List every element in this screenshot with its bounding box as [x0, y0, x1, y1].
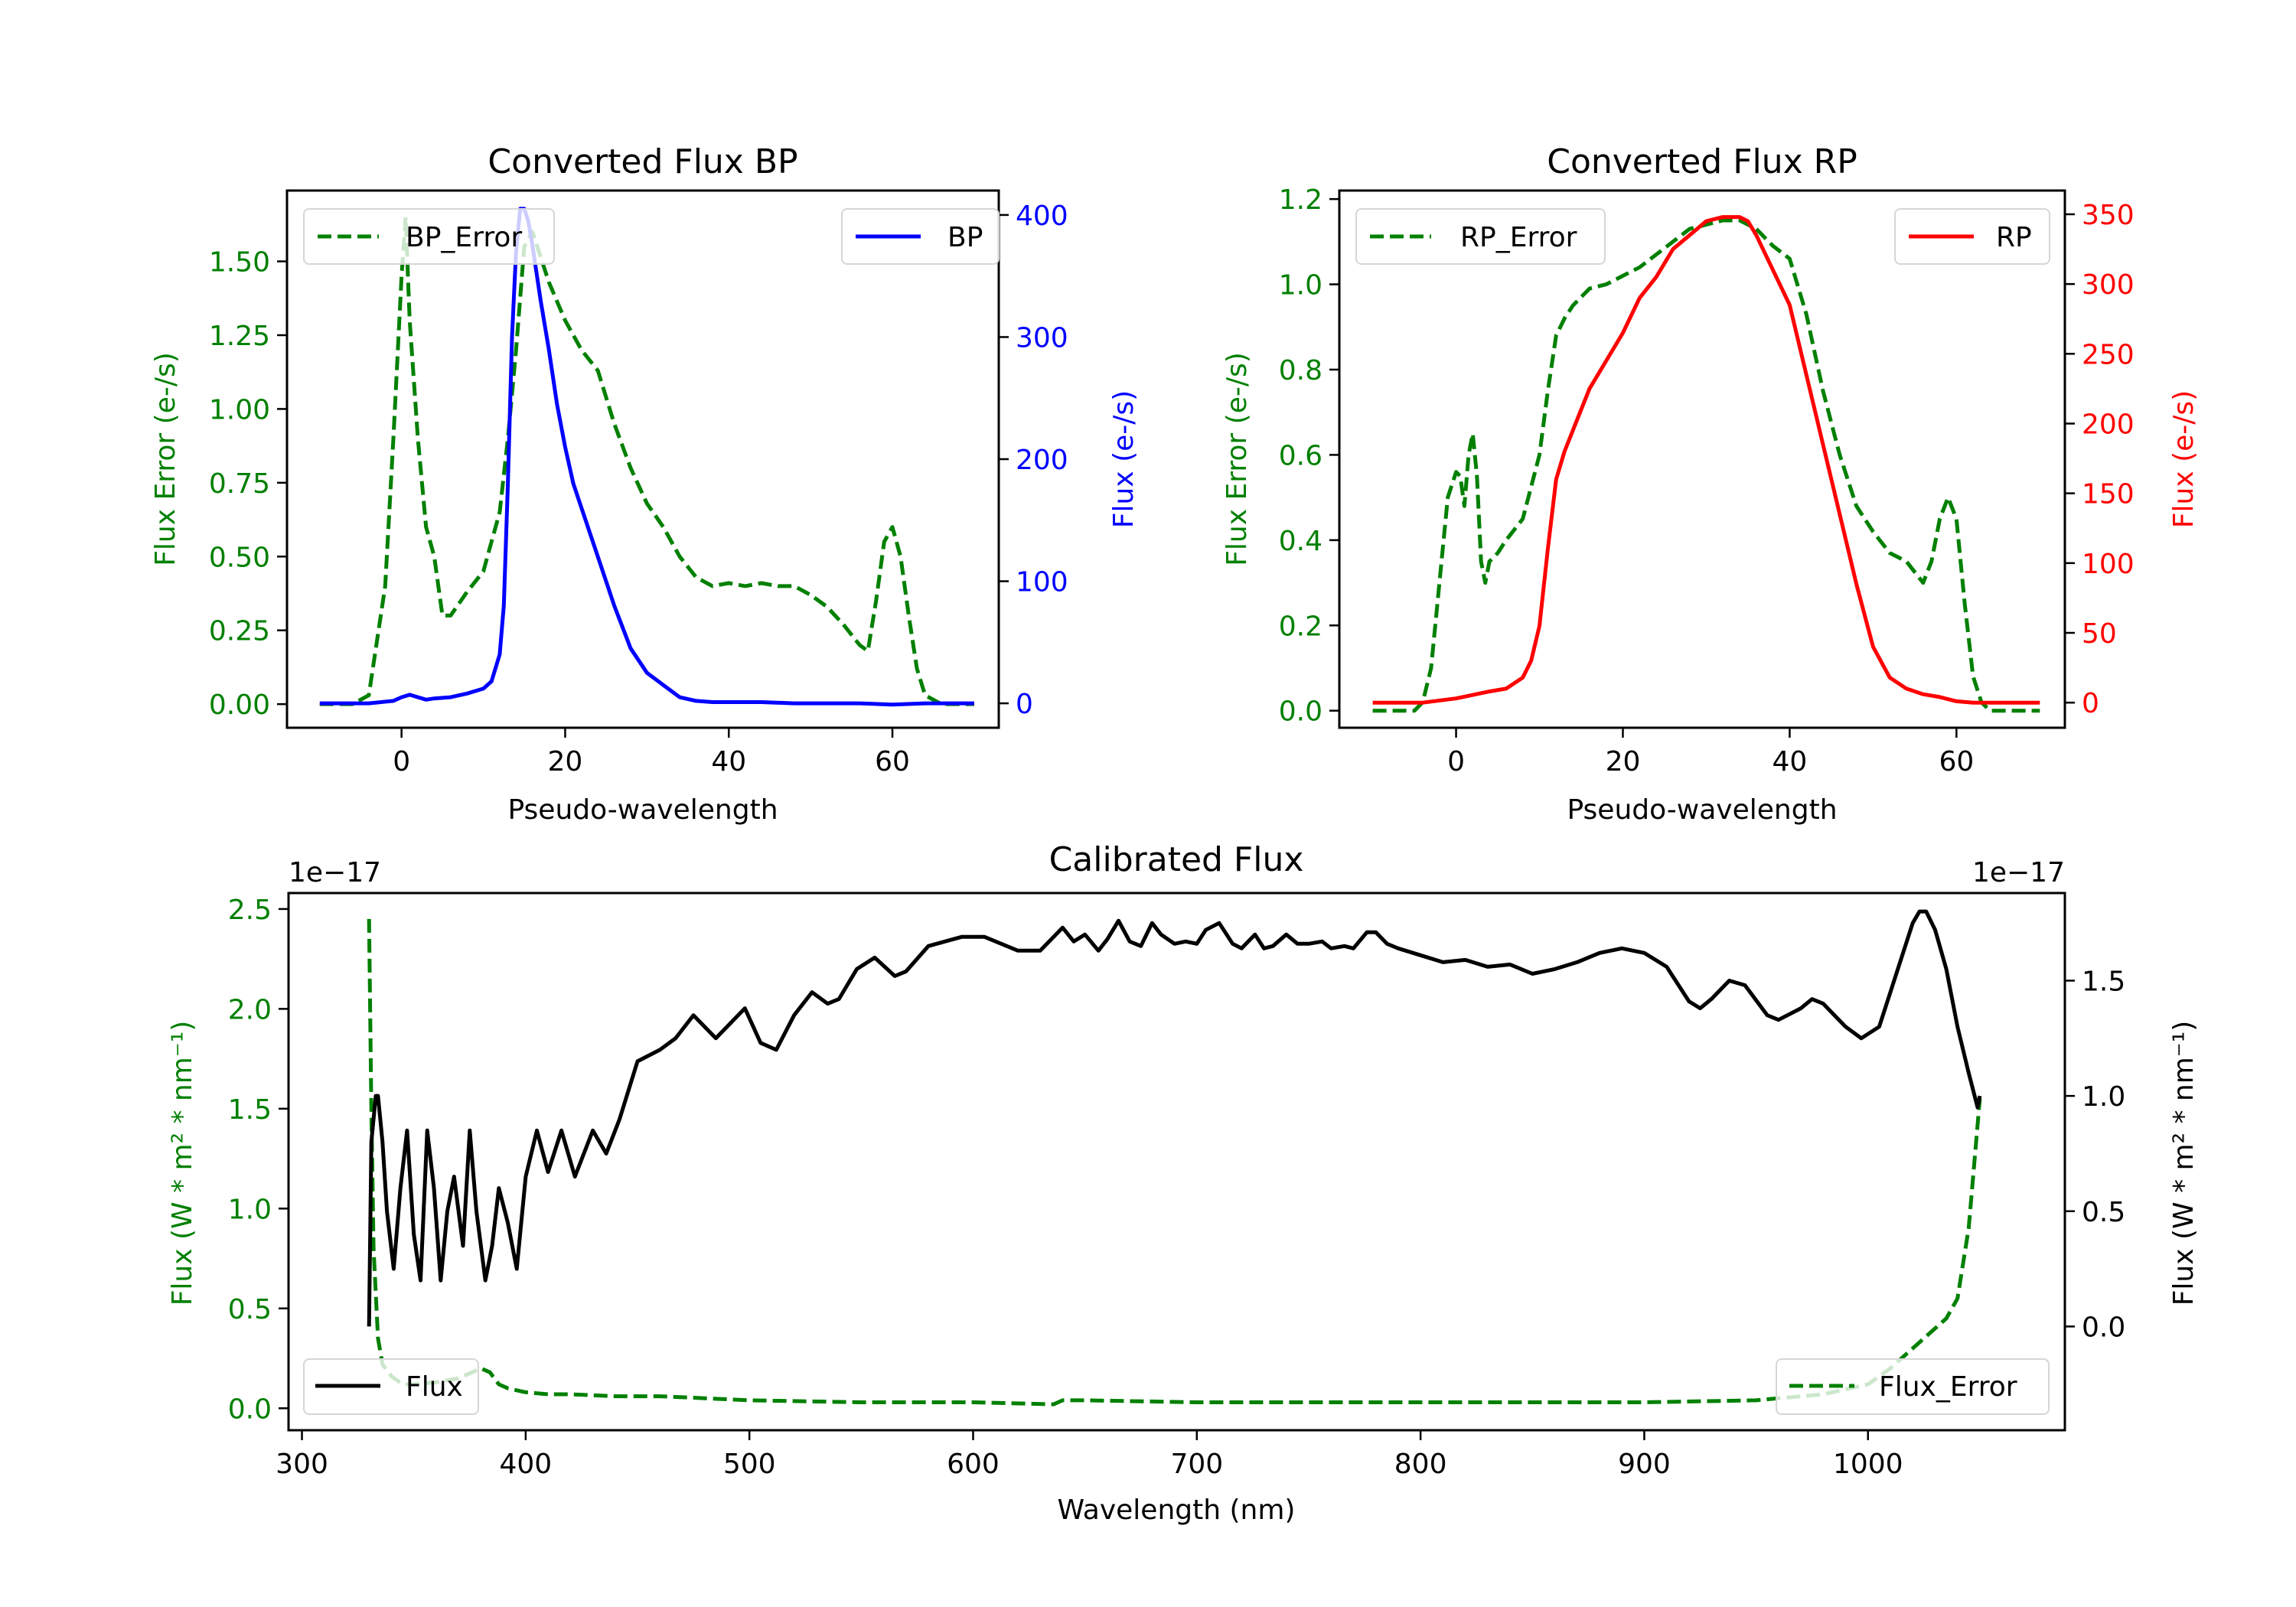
bp-ytick-right-label: 100: [1016, 567, 1068, 598]
rp-ytick-left-label: 1.2: [1279, 184, 1322, 216]
calibrated-xtick-label: 300: [276, 1449, 328, 1480]
rp-ytick-left-label: 0.6: [1279, 440, 1322, 471]
rp-legend-left-label: RP_Error: [1460, 222, 1577, 253]
bp-ytick-right-label: 400: [1016, 200, 1068, 232]
rp-ytick-right-label: 300: [2082, 269, 2135, 301]
rp-ylabel-right: Flux (e-/s): [2168, 390, 2200, 528]
rp-ytick-left-label: 0.8: [1279, 355, 1322, 386]
rp-series-rp-error: [1372, 218, 2040, 713]
calibrated-offset-right: 1e−17: [1972, 857, 2065, 888]
calibrated-ylabel-left: Flux (W * m² * nm⁻¹): [167, 1021, 198, 1306]
calibrated-legend-right: Flux_Error: [1776, 1358, 2050, 1415]
calibrated-xtick-label: 500: [723, 1449, 776, 1480]
rp-ytick-left-label: 1.0: [1279, 270, 1322, 302]
bp-xtick-label: 60: [875, 746, 910, 777]
calibrated-xlabel: Wavelength (nm): [1058, 1495, 1296, 1526]
calibrated-ytick-left-label: 2.0: [228, 994, 272, 1025]
bp-ytick-left-label: 1.00: [209, 394, 270, 425]
rp-ytick-right-label: 100: [2082, 549, 2135, 580]
calibrated-ylabel-right: Flux (W * m² * nm⁻¹): [2168, 1021, 2200, 1306]
rp-legend-right: RP: [1894, 208, 2050, 265]
calibrated-legend-right-box: [1776, 1358, 2050, 1415]
bp-xtick-label: 20: [548, 746, 583, 777]
bp-series-bp: [319, 207, 974, 707]
rp-ytick-right-label: 250: [2082, 339, 2135, 370]
rp-plot-area: 0 20 40 60 0.0 0.2 0.4 0.6 0.8 1.0 1.2 0 50 100 150 200…: [1279, 184, 2135, 777]
rp-ytick-right-label: 150: [2082, 479, 2135, 510]
calibrated-xtick-label: 700: [1170, 1449, 1223, 1480]
bp-plot-area: 0 20 40 60 0.00 0.25 0.50 0.75 1.00 1.25 1.50 0 100 2…: [209, 189, 1068, 777]
bp-xtick-label: 0: [393, 746, 410, 777]
calibrated-ytick-left-label: 0.0: [228, 1393, 272, 1425]
calibrated-ytick-left-label: 0.5: [228, 1294, 272, 1325]
rp-ytick-right-label: 200: [2082, 409, 2135, 441]
rp-title: Converted Flux RP: [1547, 142, 1857, 181]
rp-xtick-label: 60: [1939, 746, 1974, 777]
rp-legend-left-box: [1355, 208, 1606, 265]
calibrated-axes-frame: [287, 892, 2066, 1432]
rp-xtick-label: 40: [1773, 746, 1808, 777]
bp-ytick-left-label: 1.50: [209, 247, 270, 279]
calibrated-ytick-right-label: 1.0: [2082, 1081, 2125, 1113]
rp-series-rp: [1372, 215, 2040, 705]
rp-ytick-left-label: 0.0: [1279, 696, 1322, 728]
bp-ytick-right-label: 200: [1016, 445, 1068, 476]
bp-ylabel-right: Flux (e-/s): [1108, 390, 1140, 528]
calibrated-ytick-left-label: 2.5: [228, 895, 272, 926]
bp-ytick-right-label: 300: [1016, 322, 1068, 354]
bp-series-bp-error: [319, 215, 974, 706]
calibrated-xtick-label: 900: [1618, 1449, 1671, 1480]
calibrated-legend-left: Flux: [303, 1358, 479, 1415]
rp-xtick-label: 20: [1606, 746, 1641, 777]
bp-xlabel: Pseudo-wavelength: [507, 794, 778, 826]
calibrated-offset-left: 1e−17: [289, 857, 381, 888]
rp-legend-right-label: RP: [1996, 222, 2032, 253]
calibrated-legend-right-label: Flux_Error: [1879, 1371, 2017, 1403]
bp-ytick-right-label: 0: [1016, 689, 1033, 720]
bp-legend-right-label: BP: [947, 222, 983, 253]
calibrated-xtick-label: 800: [1394, 1449, 1447, 1480]
calibrated-panel: Calibrated Flux Wavelength (nm) Flux (W …: [167, 840, 2200, 1526]
bp-panel: Converted Flux BP Pseudo-wavelength Flux…: [150, 142, 1140, 826]
bp-ytick-left-label: 1.25: [209, 321, 270, 352]
bp-legend-left-label: BP_Error: [406, 222, 522, 253]
calibrated-series-flux: [367, 909, 1982, 1327]
rp-ytick-right-label: 50: [2082, 618, 2117, 650]
calibrated-legend-left-box: [303, 1358, 479, 1415]
calibrated-title: Calibrated Flux: [1049, 840, 1304, 879]
rp-ytick-right-label: 0: [2082, 688, 2099, 719]
bp-ytick-left-label: 0.50: [209, 542, 270, 573]
rp-axes-frame: [1338, 189, 2066, 729]
rp-xlabel: Pseudo-wavelength: [1567, 794, 1837, 826]
bp-ytick-left-label: 0.75: [209, 468, 270, 500]
rp-ytick-right-label: 350: [2082, 200, 2135, 231]
calibrated-xtick-label: 600: [947, 1449, 1000, 1480]
rp-ytick-left-label: 0.4: [1279, 526, 1322, 557]
rp-xtick-label: 0: [1447, 746, 1465, 777]
calibrated-ytick-left-label: 1.5: [228, 1094, 272, 1126]
calibrated-legend-left-label: Flux: [406, 1371, 463, 1403]
rp-panel: Converted Flux RP Pseudo-wavelength Flux…: [1221, 142, 2200, 826]
calibrated-xtick-label: 1000: [1833, 1449, 1903, 1480]
rp-legend-left: RP_Error: [1355, 208, 1606, 265]
bp-legend-left-box: [303, 208, 555, 265]
bp-legend-right: BP: [841, 208, 1000, 265]
rp-ylabel-left: Flux Error (e-/s): [1221, 352, 1253, 566]
bp-ylabel-left: Flux Error (e-/s): [150, 352, 181, 566]
bp-legend-left: BP_Error: [303, 208, 555, 265]
bp-ytick-left-label: 0.00: [209, 689, 270, 721]
calibrated-ytick-left-label: 1.0: [228, 1194, 272, 1225]
bp-ytick-left-label: 0.25: [209, 616, 270, 647]
calibrated-ytick-right-label: 0.0: [2082, 1312, 2125, 1343]
bp-title: Converted Flux BP: [488, 142, 797, 181]
calibrated-ytick-right-label: 0.5: [2082, 1197, 2125, 1228]
bp-xtick-label: 40: [711, 746, 746, 777]
calibrated-ytick-right-label: 1.5: [2082, 966, 2125, 997]
rp-ytick-left-label: 0.2: [1279, 611, 1322, 642]
calibrated-xtick-label: 400: [499, 1449, 552, 1480]
